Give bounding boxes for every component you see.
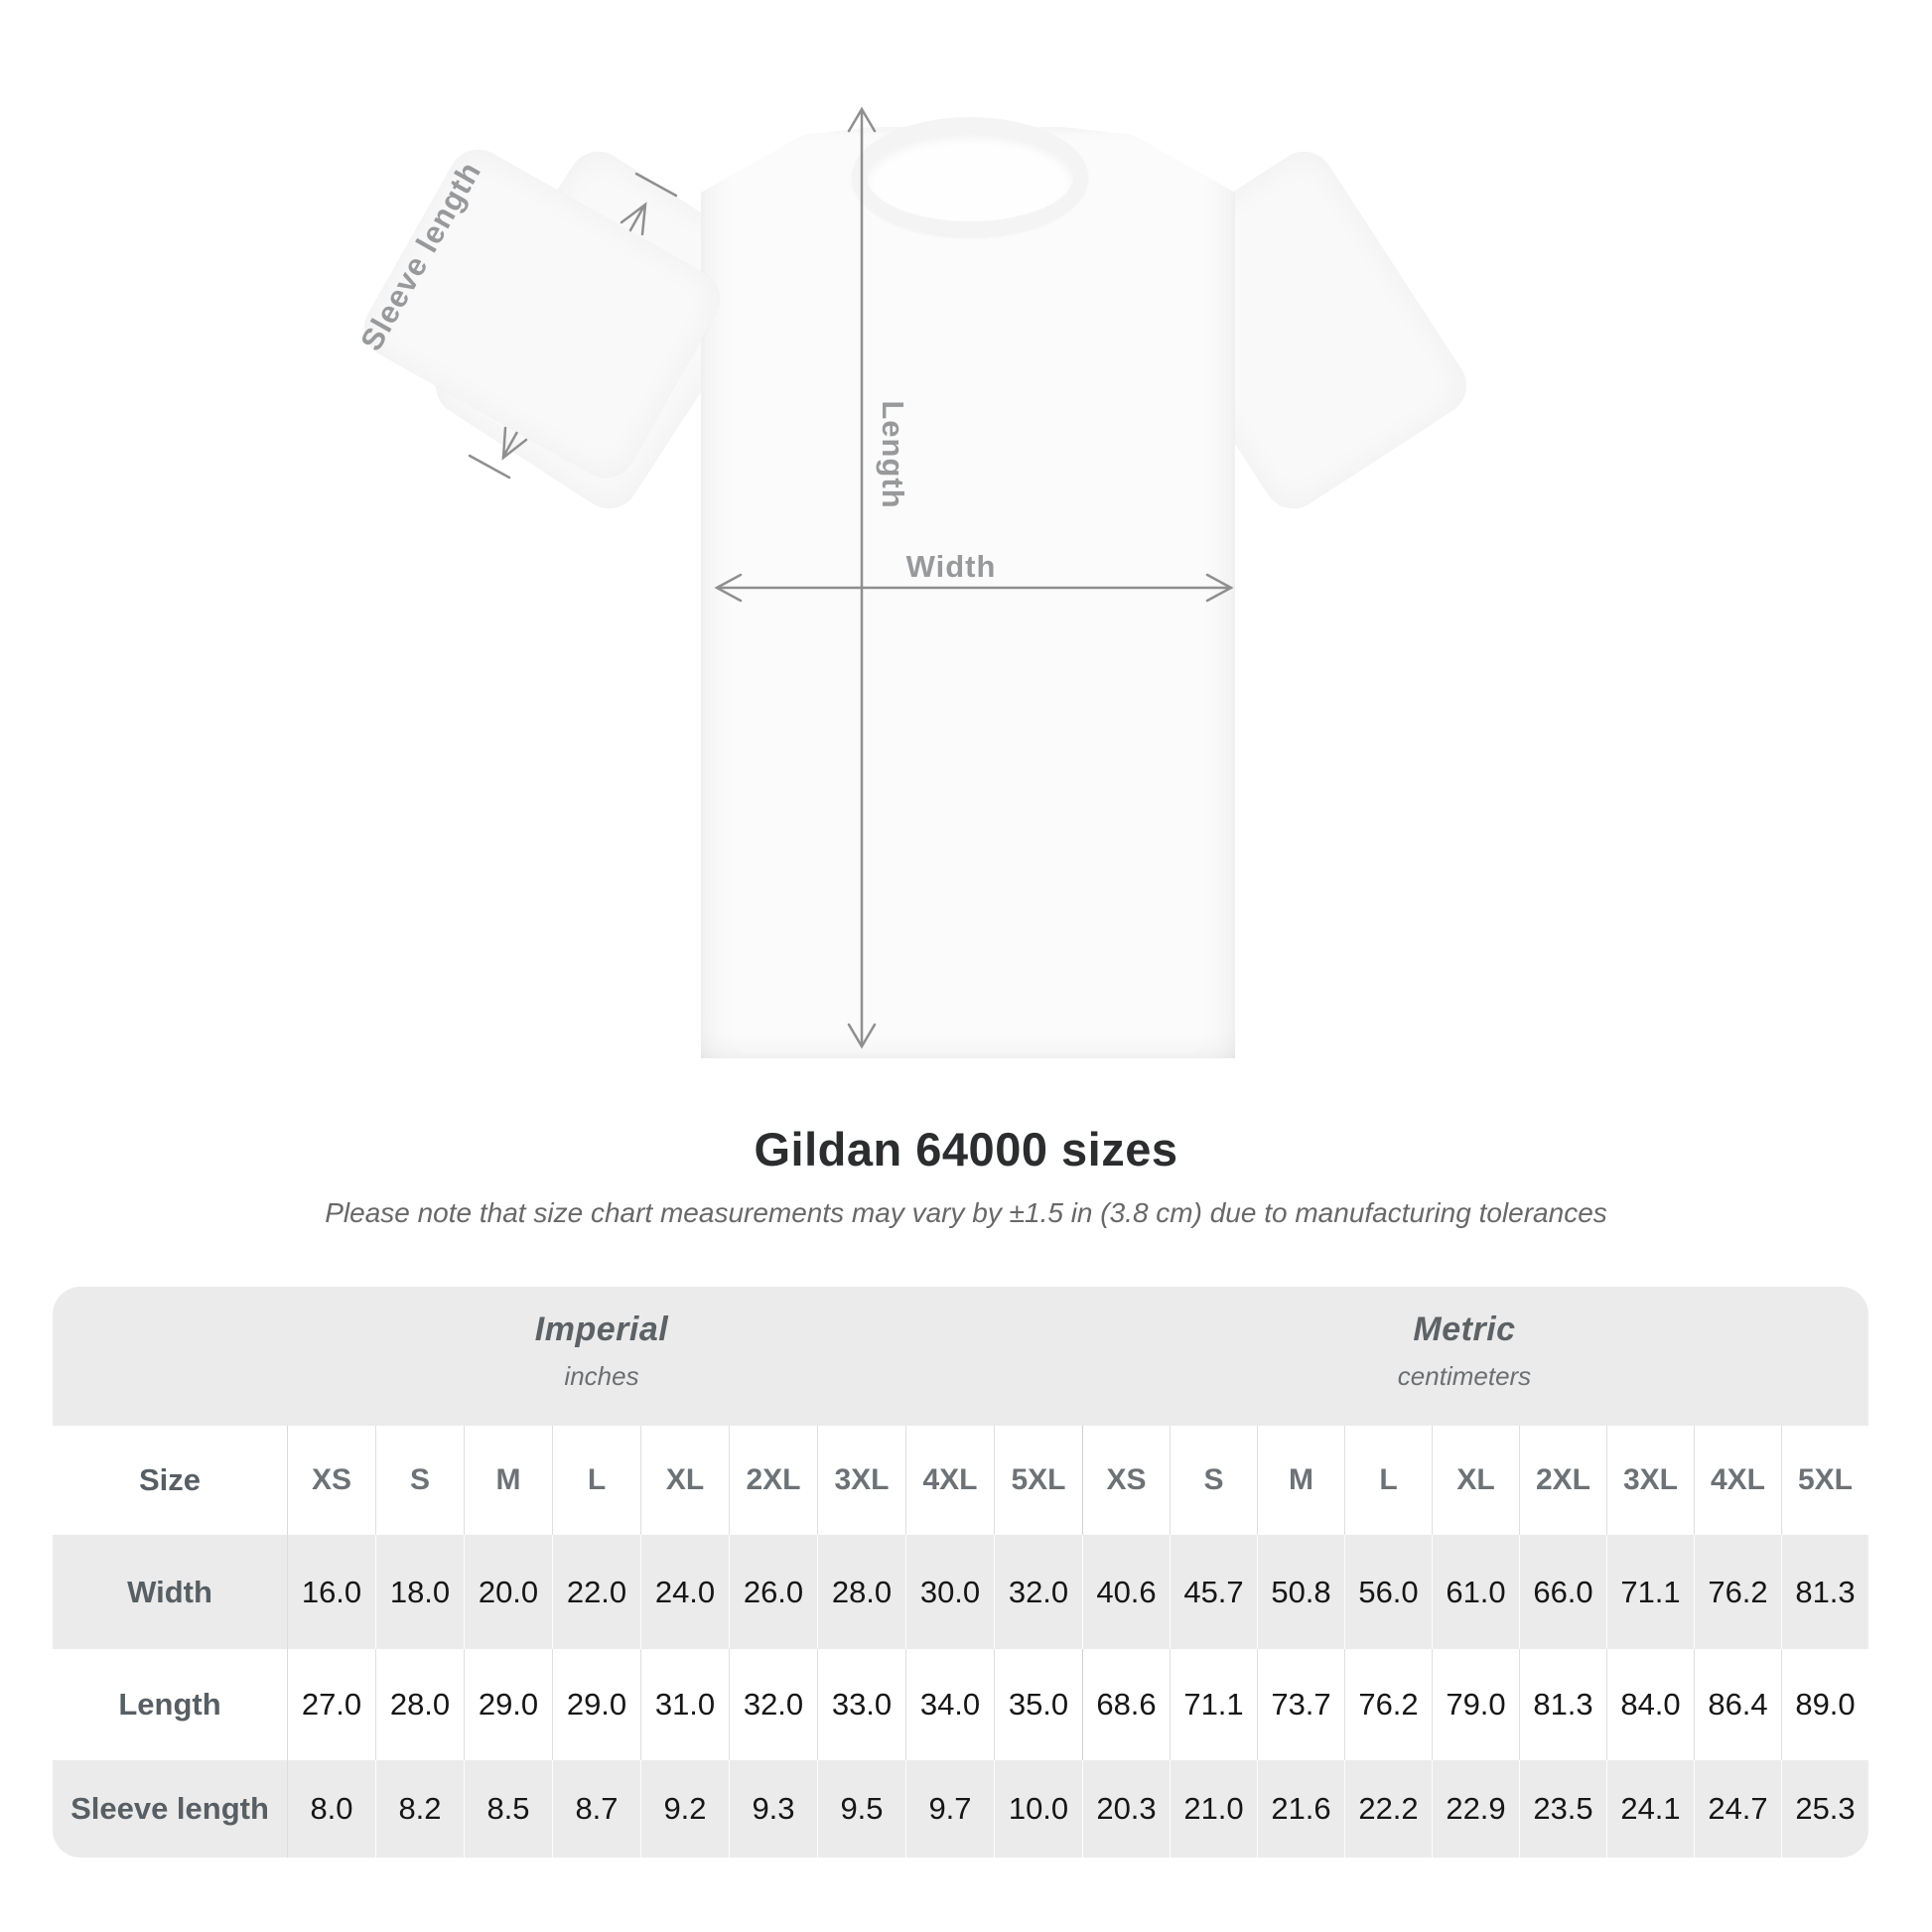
size-column-header: 3XL [817, 1426, 905, 1535]
metric-value-cell: 25.3 [1781, 1760, 1868, 1858]
metric-value-cell: 68.6 [1082, 1649, 1170, 1760]
metric-value-cell: 23.5 [1519, 1760, 1606, 1858]
imperial-value-cell: 9.5 [817, 1760, 905, 1858]
size-column-header: XS [1082, 1426, 1170, 1535]
metric-value-cell: 21.0 [1170, 1760, 1257, 1858]
metric-value-cell: 81.3 [1781, 1535, 1868, 1649]
imperial-value-cell: 16.0 [287, 1535, 375, 1649]
imperial-value-cell: 8.2 [375, 1760, 464, 1858]
imperial-value-cell: 8.0 [287, 1760, 375, 1858]
metric-value-cell: 40.6 [1082, 1535, 1170, 1649]
imperial-value-cell: 27.0 [287, 1649, 375, 1760]
measurement-row-label: Length [118, 1687, 221, 1722]
size-column-header: 5XL [1781, 1426, 1868, 1535]
imperial-value-cell: 26.0 [729, 1535, 817, 1649]
size-column-header: 4XL [905, 1426, 994, 1535]
size-column-header: L [552, 1426, 640, 1535]
metric-value-cell: 21.6 [1257, 1760, 1344, 1858]
page-title: Gildan 64000 sizes [754, 1123, 1178, 1175]
metric-value-cell: 22.2 [1344, 1760, 1432, 1858]
size-table: Imperial inches Metric centimeters Size X… [53, 1287, 1868, 1858]
width-arrow [714, 573, 1234, 603]
imperial-value-cell: 29.0 [552, 1649, 640, 1760]
metric-value-cell: 24.7 [1694, 1760, 1781, 1858]
centimeters-label: centimeters [1397, 1361, 1532, 1391]
imperial-value-cell: 10.0 [994, 1760, 1082, 1858]
inches-label: inches [564, 1361, 639, 1391]
imperial-value-cell: 30.0 [905, 1535, 994, 1649]
metric-value-cell: 71.1 [1170, 1649, 1257, 1760]
imperial-value-cell: 22.0 [552, 1535, 640, 1649]
imperial-value-cell: 24.0 [640, 1535, 729, 1649]
size-column-header: 4XL [1694, 1426, 1781, 1535]
imperial-value-cell: 9.2 [640, 1760, 729, 1858]
size-column-header: M [1257, 1426, 1344, 1535]
imperial-value-cell: 9.3 [729, 1760, 817, 1858]
size-column-header: 3XL [1606, 1426, 1694, 1535]
imperial-value-cell: 33.0 [817, 1649, 905, 1760]
metric-value-cell: 71.1 [1606, 1535, 1694, 1649]
length-label: Length [876, 400, 910, 509]
metric-value-cell: 20.3 [1082, 1760, 1170, 1858]
metric-value-cell: 84.0 [1606, 1649, 1694, 1760]
imperial-value-cell: 34.0 [905, 1649, 994, 1760]
size-column-header: S [1170, 1426, 1257, 1535]
metric-value-cell: 81.3 [1519, 1649, 1606, 1760]
size-column-header: XL [640, 1426, 729, 1535]
size-column-header: 5XL [994, 1426, 1082, 1535]
imperial-value-cell: 9.7 [905, 1760, 994, 1858]
imperial-value-cell: 32.0 [994, 1535, 1082, 1649]
measurement-row: Sleeve length 8.0 8.2 8.5 8.7 9.2 9.3 9.5 9.7 10.… [53, 1760, 1868, 1858]
imperial-value-cell: 18.0 [375, 1535, 464, 1649]
size-column-header: 2XL [729, 1426, 817, 1535]
size-corner-label: Size [138, 1462, 202, 1497]
metric-value-cell: 50.8 [1257, 1535, 1344, 1649]
imperial-value-cell: 20.0 [464, 1535, 552, 1649]
imperial-value-cell: 8.5 [464, 1760, 552, 1858]
metric-value-cell: 79.0 [1432, 1649, 1519, 1760]
size-table-body: Size XS S M L XL 2XL 3XL 4XL 5XL XS S M L XL 2XL 3XL 4XL 5… [53, 1426, 1868, 1858]
measurement-row-label: Sleeve length [70, 1791, 269, 1826]
metric-value-cell: 76.2 [1344, 1649, 1432, 1760]
metric-value-cell: 45.7 [1170, 1535, 1257, 1649]
size-column-header: M [464, 1426, 552, 1535]
imperial-label: Imperial [534, 1311, 669, 1348]
page-subtitle: Please note that size chart measurements… [325, 1197, 1607, 1228]
imperial-value-cell: 28.0 [375, 1649, 464, 1760]
measurement-row-label: Width [127, 1574, 212, 1609]
imperial-value-cell: 35.0 [994, 1649, 1082, 1760]
length-arrow [847, 106, 877, 1049]
metric-value-cell: 56.0 [1344, 1535, 1432, 1649]
units-header-band: Imperial inches Metric centimeters [53, 1287, 1868, 1426]
metric-value-cell: 66.0 [1519, 1535, 1606, 1649]
measurement-row: Length 27.0 28.0 29.0 29.0 31.0 32.0 33.0 34.0 35… [53, 1649, 1868, 1760]
size-column-header: L [1344, 1426, 1432, 1535]
metric-value-cell: 89.0 [1781, 1649, 1868, 1760]
measurement-arrows [468, 106, 1234, 1049]
measurement-row: Width 16.0 18.0 20.0 22.0 24.0 26.0 28.0 30.0 32.… [53, 1535, 1868, 1649]
metric-value-cell: 73.7 [1257, 1649, 1344, 1760]
imperial-value-cell: 28.0 [817, 1535, 905, 1649]
size-column-header: XS [287, 1426, 375, 1535]
imperial-value-cell: 31.0 [640, 1649, 729, 1760]
size-column-header: S [375, 1426, 464, 1535]
imperial-value-cell: 32.0 [729, 1649, 817, 1760]
metric-value-cell: 86.4 [1694, 1649, 1781, 1760]
imperial-value-cell: 29.0 [464, 1649, 552, 1760]
size-column-header: XL [1432, 1426, 1519, 1535]
imperial-section-header: Imperial inches [535, 1311, 668, 1392]
metric-value-cell: 76.2 [1694, 1535, 1781, 1649]
metric-value-cell: 22.9 [1432, 1760, 1519, 1858]
width-label: Width [905, 549, 997, 584]
size-column-header: 2XL [1519, 1426, 1606, 1535]
metric-value-cell: 61.0 [1432, 1535, 1519, 1649]
imperial-value-cell: 8.7 [552, 1760, 640, 1858]
metric-value-cell: 24.1 [1606, 1760, 1694, 1858]
size-header-row: Size XS S M L XL 2XL 3XL 4XL 5XL XS S M L XL 2XL 3XL 4XL 5… [53, 1426, 1868, 1535]
metric-label: Metric [1413, 1311, 1516, 1348]
tshirt-body [701, 127, 1235, 1058]
metric-section-header: Metric centimeters [1398, 1311, 1531, 1392]
